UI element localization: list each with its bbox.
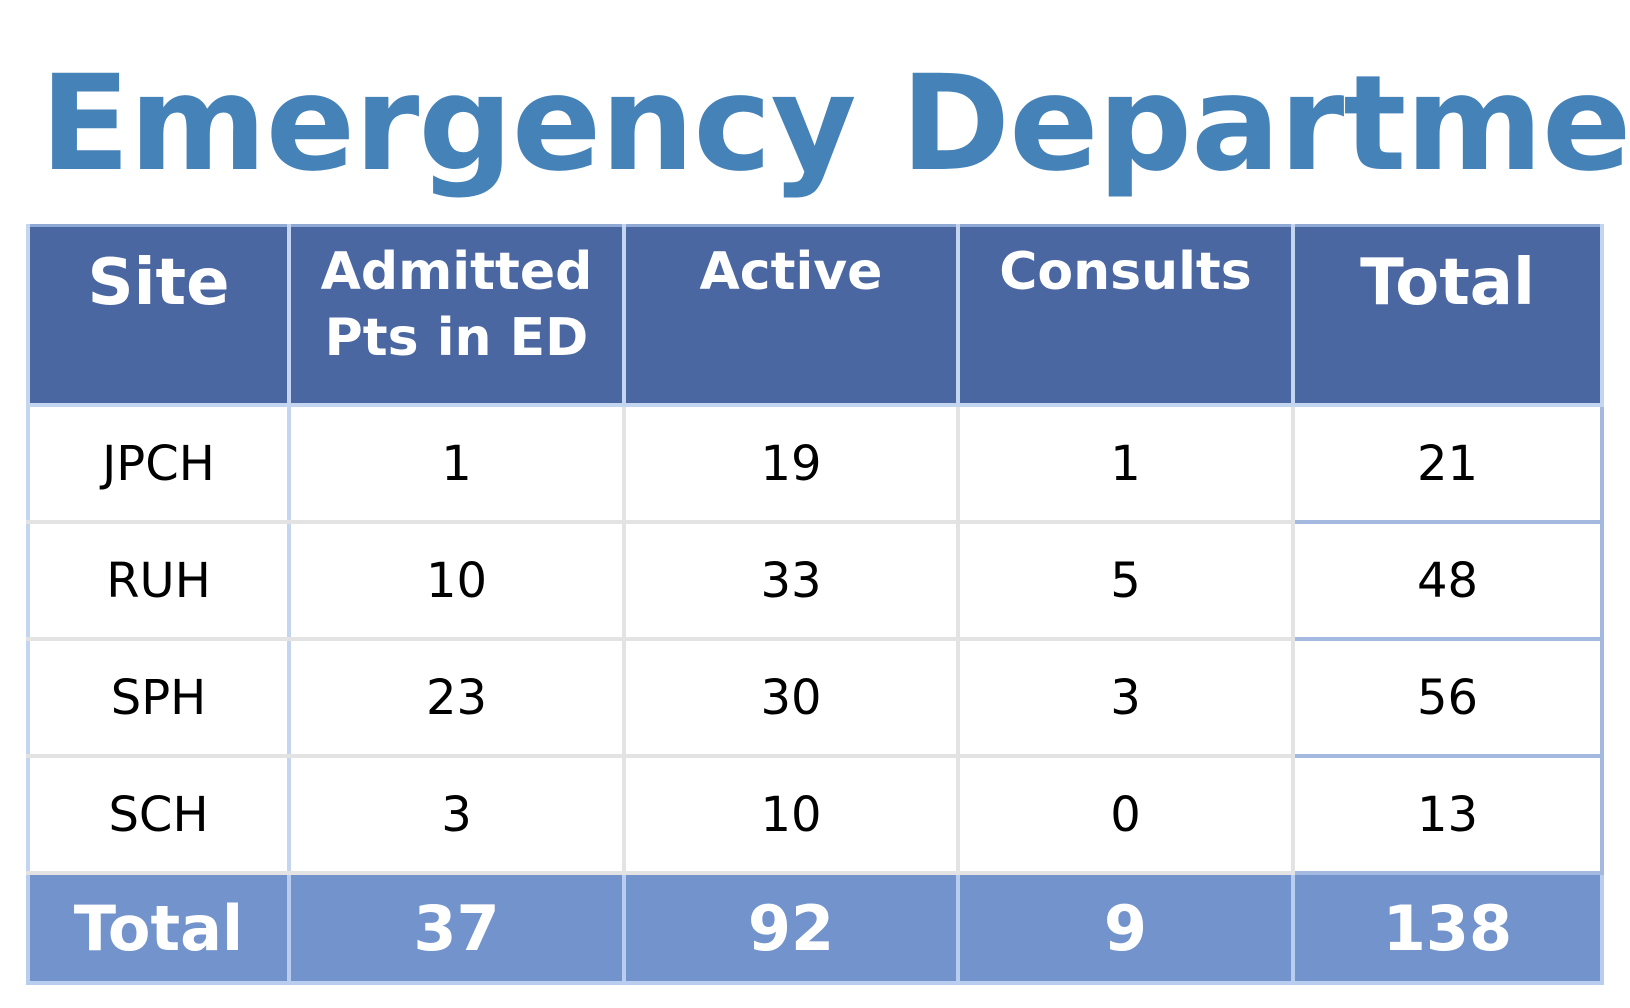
cell: 19: [622, 403, 960, 524]
cell: SCH: [26, 754, 291, 875]
cell: 3: [956, 637, 1295, 758]
total-cell: 92: [622, 871, 960, 985]
cell: 33: [622, 520, 960, 641]
cell: 10: [622, 754, 960, 875]
header-cell: Admitted Pts in ED: [287, 224, 626, 407]
page-title: Emergency Department: [40, 47, 1630, 201]
data-row: JPCH 1 19 1 21: [26, 403, 1604, 524]
cell: JPCH: [26, 403, 291, 524]
cell: 3: [287, 754, 626, 875]
cell: 13: [1291, 754, 1604, 875]
cell: SPH: [26, 637, 291, 758]
data-row: SCH 3 10 0 13: [26, 754, 1604, 875]
total-cell: Total: [26, 871, 291, 985]
header-cell: Site: [26, 224, 291, 407]
total-cell: 9: [956, 871, 1295, 985]
cell: 10: [287, 520, 626, 641]
header-cell: Active: [622, 224, 960, 407]
cell: 1: [956, 403, 1295, 524]
header-row: Site Admitted Pts in ED Active Consults Tota…: [26, 224, 1604, 407]
data-row: RUH 10 33 5 48: [26, 520, 1604, 641]
cell: 23: [287, 637, 626, 758]
total-row: Total 37 92 9 138: [26, 871, 1604, 985]
cell: 1: [287, 403, 626, 524]
cell: 5: [956, 520, 1295, 641]
cell: 30: [622, 637, 960, 758]
ed-table: Site Admitted Pts in ED Active Consults Tota…: [26, 224, 1604, 985]
header-cell: Consults: [956, 224, 1295, 407]
cell: 21: [1291, 403, 1604, 524]
header-cell: Total: [1291, 224, 1604, 407]
data-row: SPH 23 30 3 56: [26, 637, 1604, 758]
cell: 56: [1291, 637, 1604, 758]
cell: 48: [1291, 520, 1604, 641]
cell: 0: [956, 754, 1295, 875]
total-cell: 37: [287, 871, 626, 985]
cell: RUH: [26, 520, 291, 641]
total-cell: 138: [1291, 871, 1604, 985]
